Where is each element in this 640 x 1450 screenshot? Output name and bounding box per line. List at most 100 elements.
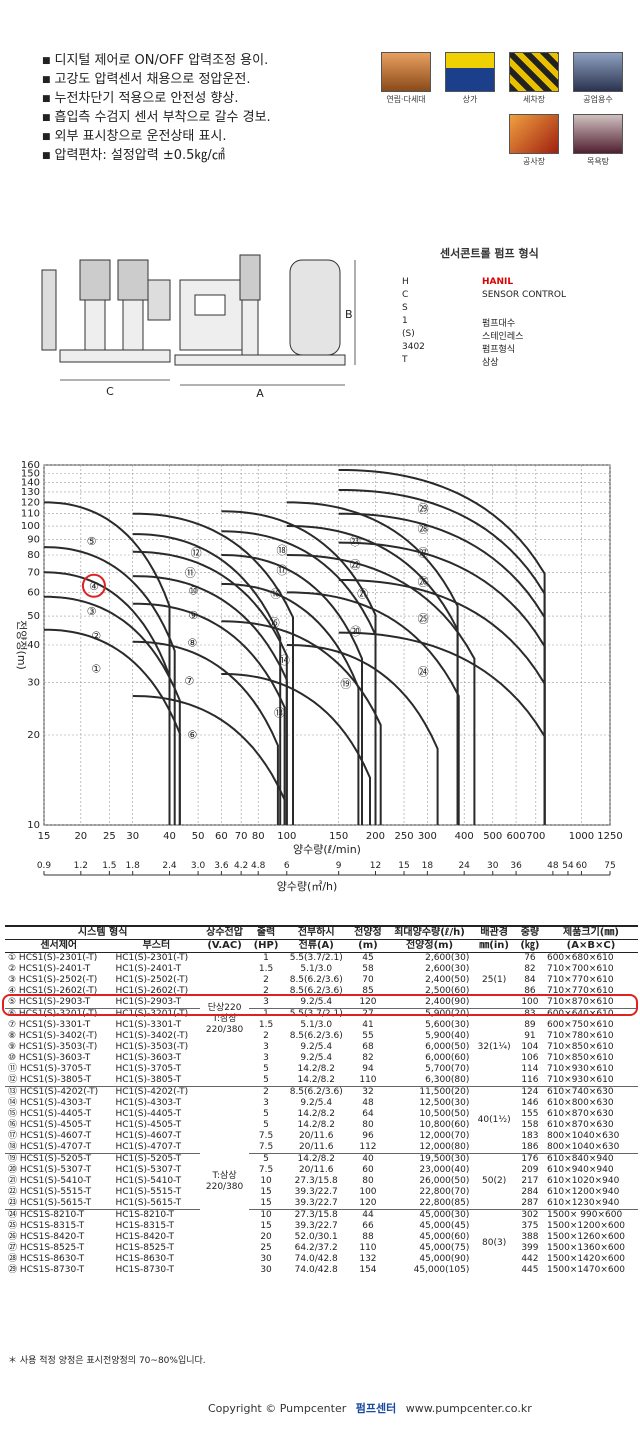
table-cell: 1.5 — [258, 964, 274, 974]
legend-desc: 펌프대수 — [482, 319, 516, 329]
table-cell: 64.2/37.2 — [294, 1243, 338, 1253]
table-cell: 287 — [521, 1198, 539, 1208]
table-cell: HC1(S)-2903-T — [115, 997, 182, 1007]
table-cell: 23,000(40) — [419, 1165, 470, 1175]
table-cell: 9.2/5.4 — [300, 1042, 333, 1052]
table-cell: 15 — [260, 1198, 272, 1208]
performance-curve — [221, 510, 377, 825]
table-cell: 5.5(3.7/2.1) — [289, 953, 343, 963]
icon-label: 상가 — [462, 95, 478, 104]
table-cell: 74.0/42.8 — [294, 1254, 338, 1264]
legend-code: S — [402, 303, 408, 313]
region-label: ㉓ — [350, 535, 361, 548]
region-label: ⑱ — [277, 544, 288, 557]
y-axis-label: 전양정(m) — [15, 620, 28, 670]
table-cell: 710×850×610 — [546, 1053, 614, 1063]
table-cell: 10 — [248, 1209, 284, 1221]
feature-item: 디지털 제어로 ON/OFF 압력조정 용이. — [42, 52, 372, 71]
performance-curve — [132, 512, 294, 825]
y-tick-label: 30 — [27, 677, 40, 688]
x-tick-label: 50 — [192, 831, 205, 842]
table-cell: 116 — [521, 1075, 539, 1085]
table-cell: 110 — [359, 1075, 377, 1085]
table-cell: ㉘ HCS1S-8630-T — [8, 1254, 85, 1264]
table-cell: 610×800×630 — [546, 1098, 614, 1108]
legend-desc: 펌프형식 — [482, 345, 516, 355]
table-cell: 3 — [263, 997, 269, 1007]
voltage-cell: 단상220 T:삼상 220/380 — [200, 953, 248, 1087]
table-row: ⑪ HCS1(S)-3705-T HC1(S)-3705-T 5 14.2/8.2 94… — [5, 1064, 638, 1075]
table-cell: HC1(S)-2602(-T) — [115, 986, 189, 996]
table-cell: ⑧ HCS1(S)-3402(-T) — [8, 1031, 98, 1041]
table-cell: 2 — [248, 1086, 284, 1098]
table-cell: 1 — [263, 953, 269, 963]
table-cell: 610×1200×940 — [546, 1187, 620, 1197]
x-tick-label: 300 — [418, 831, 437, 842]
region-label: ㉗ — [418, 546, 429, 559]
col-sub: (m) — [349, 939, 387, 953]
table-row: ㉙ HCS1S-8730-T HC1S-8730-T 30 74.0/42.8 154 4… — [5, 1265, 638, 1276]
region-label: ⑥ — [187, 729, 197, 742]
table-cell: ⑬ HCS1(S)-4202(-T) — [5, 1086, 113, 1098]
performance-curve — [43, 571, 171, 825]
table-cell: 158 — [521, 1120, 539, 1130]
table-cell: 3 — [263, 1053, 269, 1063]
region-label: ㉙ — [418, 503, 429, 516]
table-cell: 1500×1470×600 — [546, 1265, 626, 1275]
x2-tick-label: 36 — [510, 861, 522, 871]
table-cell: 76 — [524, 953, 536, 963]
table-row: ⑮ HCS1(S)-4405-T HC1(S)-4405-T 5 14.2/8.2 64… — [5, 1109, 638, 1120]
table-cell: 1500×1260×600 — [546, 1232, 626, 1242]
table-cell: 6,300(80) — [425, 1075, 470, 1085]
table-cell: 14.2/8.2 — [297, 1075, 335, 1085]
legend-desc: 스테인레스 — [482, 332, 524, 342]
pipe-cell: 32(1¼) — [472, 1008, 516, 1087]
table-cell: 27.3/15.8 — [283, 1209, 350, 1221]
x-tick-label: 30 — [126, 831, 139, 842]
table-cell: 82 — [524, 964, 536, 974]
table-cell: 132 — [359, 1254, 377, 1264]
table-cell: 8.5(6.2/3.6) — [283, 1086, 350, 1098]
x-tick-label: 15 — [38, 831, 51, 842]
table-cell: HC1(S)-5515-T — [115, 1187, 182, 1197]
table-cell: 20/11.6 — [298, 1165, 334, 1175]
table-cell: 710×770×610 — [546, 986, 614, 996]
legend-code: 3402 — [402, 342, 425, 352]
table-cell: 58 — [362, 964, 374, 974]
voltage-line: T:삼상 — [212, 1014, 237, 1024]
x2-tick-label: 48 — [547, 861, 559, 871]
region-label: ⑬ — [274, 707, 285, 720]
table-cell: 80 — [362, 1176, 374, 1186]
table-cell: ㉗ HCS1S-8525-T — [8, 1243, 85, 1253]
table-cell: 41 — [362, 1020, 374, 1030]
x2-tick-label: 15 — [398, 861, 409, 871]
region-label: ㉘ — [418, 523, 429, 536]
table-cell: 2,400(90) — [425, 997, 470, 1007]
y-tick-label: 70 — [27, 567, 40, 578]
table-cell: HC1(S)-5410-T — [115, 1176, 182, 1186]
table-cell: 302 — [515, 1209, 544, 1221]
x2-axis-label: 양수량(㎥/h) — [277, 880, 338, 893]
x-tick-label: 70 — [235, 831, 248, 842]
dimension-a-label: A — [256, 387, 264, 400]
feature-item: 외부 표시창으로 운전상태 표시. — [42, 128, 372, 147]
x-tick-label: 1000 — [569, 831, 594, 842]
col-sub: 전류(A) — [283, 939, 350, 953]
table-cell: ⑮ HCS1(S)-4405-T — [8, 1109, 92, 1119]
table-cell: 710×930×610 — [546, 1075, 614, 1085]
table-row: ㉖ HCS1S-8420-T HC1S-8420-T 20 52.0/30.1 88 45… — [5, 1232, 638, 1243]
region-label: ㉒ — [350, 559, 361, 572]
table-row: ② HCS1(S)-2401-T HC1(S)-2401-T 1.5 5.1/3.0 5… — [5, 964, 638, 975]
table-cell: HC1(S)-4405-T — [115, 1109, 182, 1119]
feature-item: 흡입측 수검지 센서 부착으로 갈수 경보. — [42, 109, 372, 128]
table-cell: 68 — [362, 1042, 374, 1052]
region-label: ㉔ — [418, 665, 429, 678]
x-tick-label: 700 — [526, 831, 545, 842]
factory-icon: 공업용수 — [572, 52, 624, 105]
table-cell: HC1S-8730-T — [115, 1265, 175, 1275]
pipe-cell: 80(3) — [472, 1209, 516, 1276]
col-system-type: 시스템 형식 — [5, 925, 201, 940]
table-cell: ㉕ HCS1S-8315-T — [8, 1221, 85, 1231]
table-row: ㉕ HCS1S-8315-T HC1S-8315-T 15 39.3/22.7 66 45… — [5, 1221, 638, 1232]
table-row: ㉓ HCS1(S)-5615-T HC1(S)-5615-T 15 39.3/22.7… — [5, 1198, 638, 1210]
